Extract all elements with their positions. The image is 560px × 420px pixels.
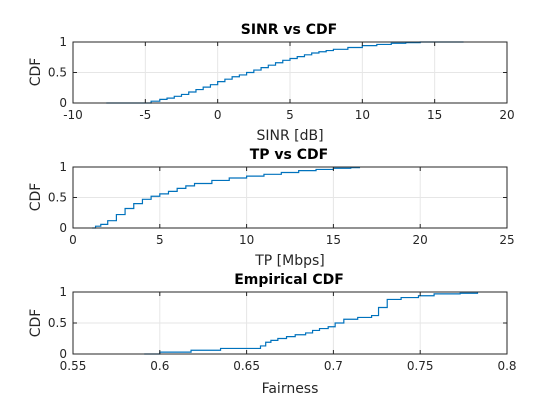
chart-title: Empirical CDF — [234, 272, 344, 288]
x-axis-label: Fairness — [262, 381, 319, 397]
cdf-line — [106, 41, 464, 104]
x-tick-label: 5 — [286, 108, 294, 122]
x-tick-label: 20 — [499, 108, 514, 122]
subplot-sinr: SINR vs CDF -10 -5 0 5 10 15 20 0 0.5 1 SINR [dB]… — [28, 22, 515, 144]
y-tick-label: 0.5 — [48, 66, 67, 80]
x-tick-label: 15 — [427, 108, 442, 122]
x-tick-label: 25 — [499, 233, 514, 247]
y-axis-label: CDF — [28, 58, 44, 87]
x-tick-label: 0.55 — [60, 359, 87, 373]
chart-title: SINR vs CDF — [241, 22, 337, 38]
y-tick-label: 0 — [59, 347, 67, 361]
y-tick-label: 0.5 — [48, 316, 67, 330]
y-tick-label: 0 — [59, 96, 67, 110]
x-tick-label: 0.8 — [497, 359, 516, 373]
cdf-line — [92, 167, 361, 229]
x-tick-label: 5 — [156, 233, 164, 247]
x-tick-label: -5 — [139, 108, 151, 122]
chart-title: TP vs CDF — [250, 147, 328, 163]
y-tick-label: 1 — [59, 285, 67, 299]
x-tick-label: 15 — [326, 233, 341, 247]
x-axis-label: SINR [dB] — [256, 128, 323, 144]
subplot-fairness: Empirical CDF 0.55 0.6 0.65 0.7 0.75 0.8 0 0.5 1… — [28, 272, 517, 397]
x-tick-label: 0.6 — [150, 359, 169, 373]
x-tick-label: 0 — [214, 108, 222, 122]
y-tick-label: 1 — [59, 160, 67, 174]
x-tick-label: -10 — [63, 108, 83, 122]
cdf-line — [144, 292, 479, 355]
x-tick-label: 0.7 — [324, 359, 343, 373]
subplot-tp: TP vs CDF 0 5 10 15 20 25 0 0.5 1 TP [Mbps] CDF — [28, 147, 515, 269]
x-tick-label: 0.65 — [233, 359, 260, 373]
x-tick-label: 10 — [355, 108, 370, 122]
y-axis-label: CDF — [28, 309, 44, 338]
x-tick-label: 10 — [239, 233, 254, 247]
x-axis-label: TP [Mbps] — [254, 253, 325, 269]
x-tick-label: 0 — [69, 233, 77, 247]
y-tick-label: 0.5 — [48, 191, 67, 205]
x-tick-label: 0.75 — [407, 359, 434, 373]
y-tick-label: 1 — [59, 35, 67, 49]
x-tick-label: 20 — [413, 233, 428, 247]
y-tick-label: 0 — [59, 221, 67, 235]
y-axis-label: CDF — [28, 183, 44, 212]
